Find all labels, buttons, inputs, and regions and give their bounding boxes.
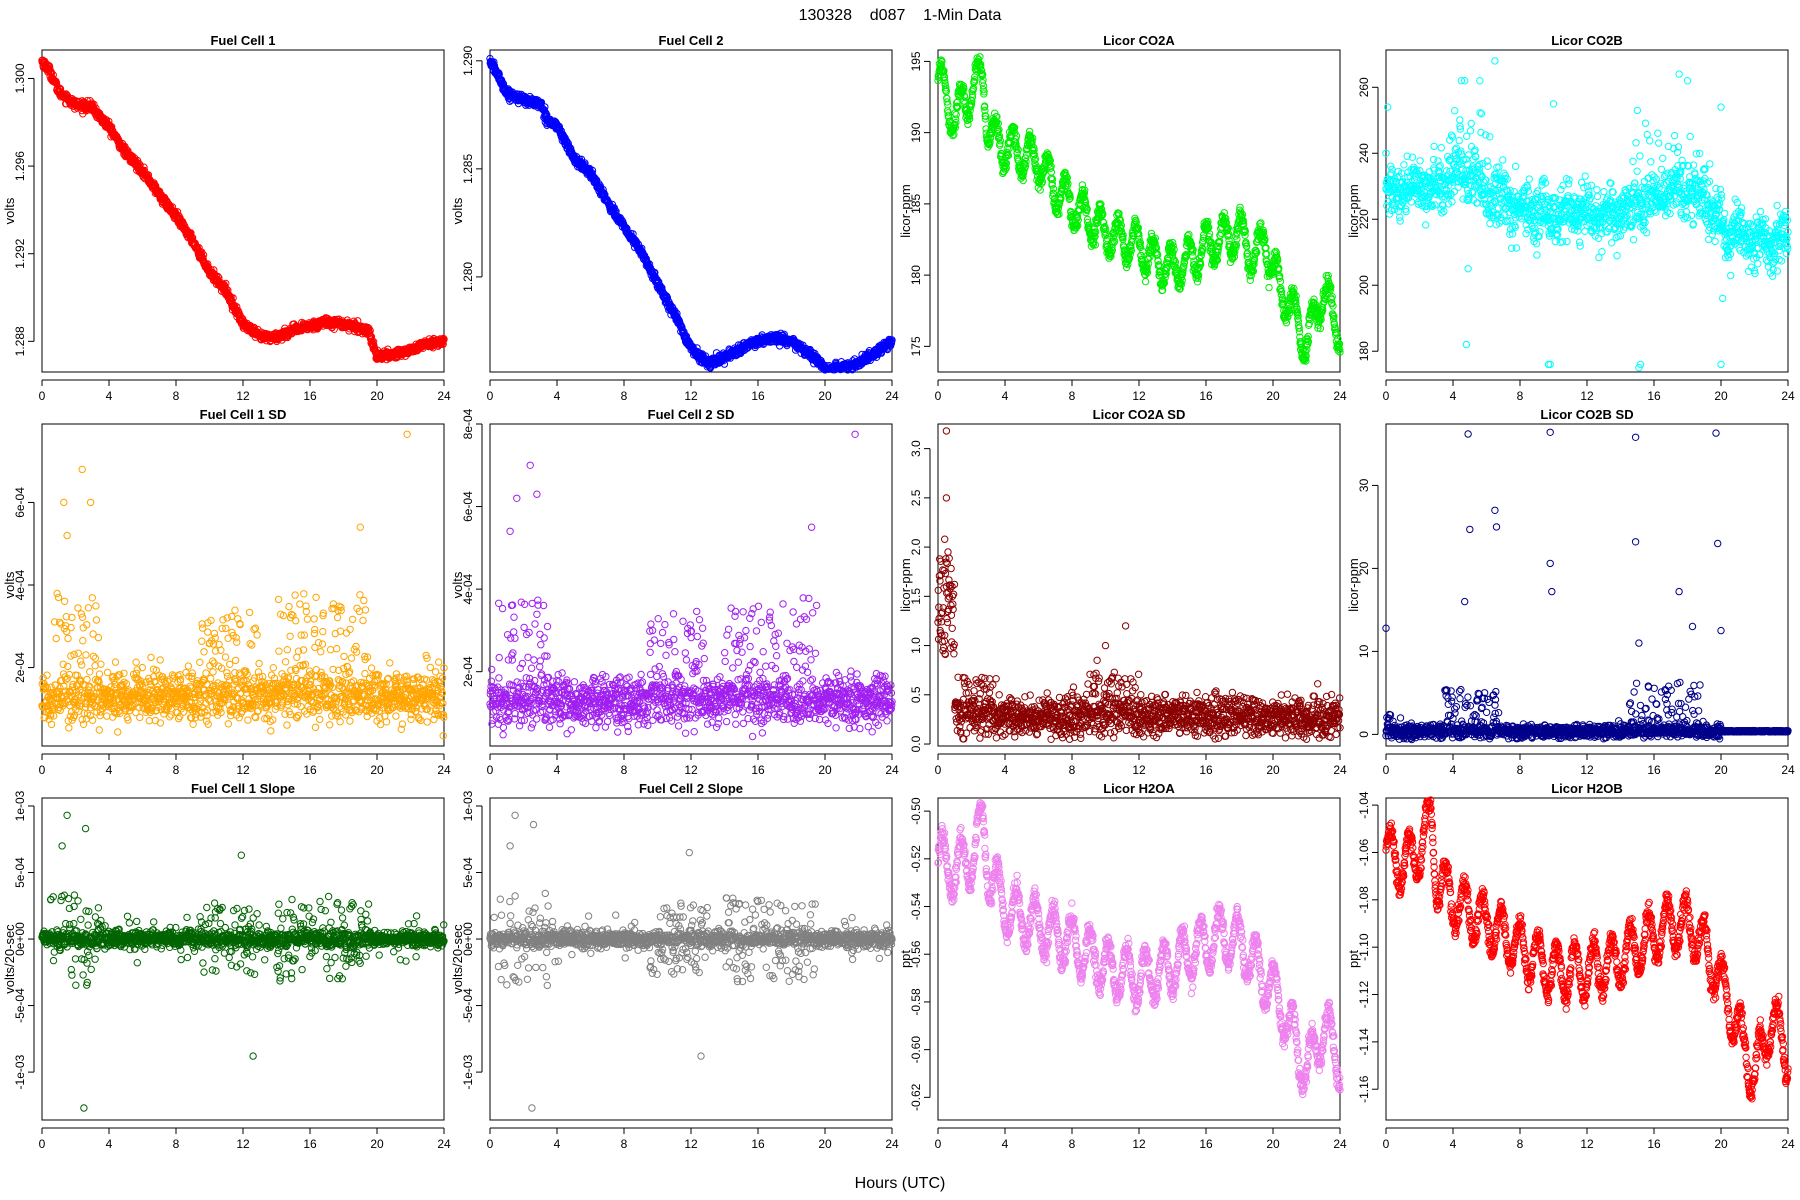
x-tick-label: 16 (303, 389, 317, 403)
x-tick-label: 0 (39, 389, 46, 403)
y-tick-label: 1.290 (461, 45, 475, 75)
figure-canvas: 130328 d087 1-Min Data Hours (UTC) Fuel … (0, 0, 1800, 1200)
data-points (487, 55, 895, 373)
data-points (39, 57, 447, 363)
y-tick-label: 1.285 (461, 154, 475, 184)
panel-2: Fuel Cell 2 0 4 8 12 16 20 24 1.280 1.285 1.290 vol… (450, 33, 899, 403)
panel-title: Fuel Cell 2 (658, 33, 723, 48)
x-tick-label: 8 (621, 389, 628, 403)
x-tick-label: 20 (818, 389, 832, 403)
panel-1: Fuel Cell 1 0 4 8 12 16 20 24 1.288 1.292 1.296 1.3… (2, 33, 451, 403)
x-tick-label: 0 (487, 389, 494, 403)
y-axis-label: volts (450, 197, 465, 224)
y-tick-label: 1.292 (13, 238, 27, 268)
x-tick-label: 20 (370, 389, 384, 403)
x-tick-label: 4 (106, 389, 113, 403)
y-tick-label: 1.300 (13, 63, 27, 93)
y-axis-label: volts (2, 197, 17, 224)
x-tick-label: 12 (236, 389, 250, 403)
figure-title: 130328 d087 1-Min Data (799, 7, 1002, 24)
y-tick-label: 1.280 (461, 262, 475, 292)
panel-grid: Fuel Cell 1 0 4 8 12 16 20 24 1.288 1.292 1.296 1.3… (2, 33, 1795, 1151)
x-tick-label: 12 (684, 389, 698, 403)
x-tick-label: 8 (173, 389, 180, 403)
figure-xlabel: Hours (UTC) (855, 1175, 946, 1192)
y-tick-label: 1.296 (13, 151, 27, 181)
x-tick-label: 4 (554, 389, 561, 403)
plot-frame (490, 50, 892, 372)
x-tick-label: 24 (885, 389, 899, 403)
panel-title: Fuel Cell 1 (210, 33, 275, 48)
x-tick-label: 16 (751, 389, 765, 403)
x-tick-label: 24 (437, 389, 451, 403)
y-tick-label: 1.288 (13, 326, 27, 356)
